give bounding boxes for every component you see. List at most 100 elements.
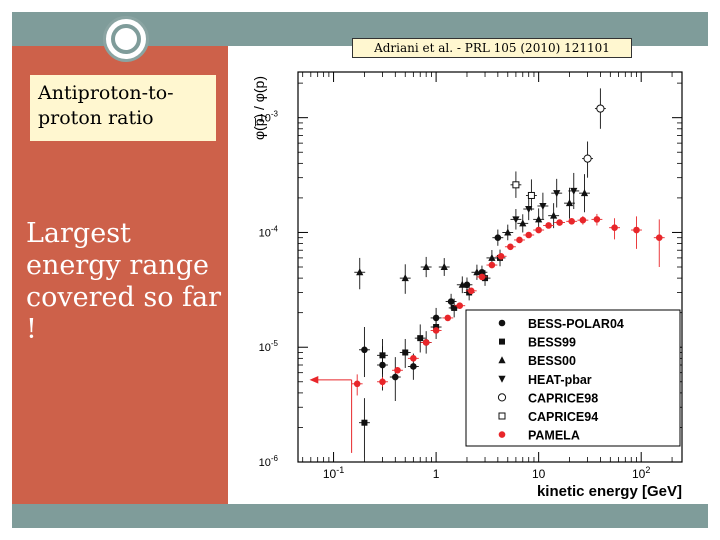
data-point [473, 268, 481, 276]
data-point [579, 216, 587, 224]
data-point [512, 216, 520, 224]
y-tick-label: 10-5 [259, 339, 279, 354]
data-point [353, 380, 361, 388]
legend-label: BESS99 [528, 336, 576, 350]
data-point [497, 252, 505, 260]
upper-limit-annotation [309, 376, 353, 453]
x-axis-label: kinetic energy [GeV] [537, 483, 682, 500]
legend-marker [498, 356, 506, 364]
legend-label: BESS-POLAR04 [528, 317, 624, 331]
legend-marker [498, 375, 506, 383]
x-tick-label: 10 [532, 467, 546, 481]
legend-entry: PAMELA [498, 429, 580, 443]
data-point [451, 304, 458, 311]
data-point [394, 366, 401, 374]
data-point [379, 378, 386, 386]
legend-label: PAMELA [528, 429, 580, 443]
data-point [570, 187, 578, 195]
data-point [444, 314, 452, 322]
legend-entry: CAPRICE94 [498, 410, 598, 424]
data-point [550, 211, 558, 219]
x-tick-label: 102 [632, 465, 650, 481]
slide-subtitle: Antiproton-to-proton ratio [30, 75, 216, 141]
legend-label: CAPRICE98 [528, 391, 598, 405]
data-point [402, 349, 409, 356]
data-point [494, 234, 502, 242]
data-point [356, 268, 364, 276]
data-point [516, 236, 523, 244]
data-point [467, 287, 475, 295]
data-point [391, 373, 399, 381]
legend-marker [499, 338, 505, 345]
data-point [488, 261, 496, 269]
data-point [433, 324, 440, 331]
data-point [527, 191, 535, 199]
data-point [401, 274, 409, 282]
data-point [568, 218, 575, 225]
data-point [417, 335, 424, 342]
data-point [512, 181, 520, 189]
data-point [580, 189, 589, 197]
reference-citation: Adriani et al. - PRL 105 (2010) 121101 [352, 38, 632, 58]
data-point [410, 363, 417, 370]
series-caprice98 [582, 88, 606, 178]
legend-marker [498, 431, 506, 438]
data-point [553, 190, 561, 198]
data-point [525, 231, 533, 239]
data-point [633, 226, 640, 234]
data-point [519, 219, 527, 227]
slide-ring-ornament [103, 16, 149, 62]
slide-body-text: Largest energy range covered so far ! [26, 218, 222, 345]
data-point [545, 222, 552, 229]
legend-marker [498, 412, 506, 420]
data-point [583, 154, 592, 163]
legend-entry: CAPRICE98 [497, 391, 598, 405]
bottom-band [12, 504, 708, 528]
series-caprice94 [510, 171, 537, 211]
data-point [361, 419, 368, 426]
data-point [556, 219, 563, 226]
series-pamela [351, 213, 665, 396]
series-bess00 [354, 174, 590, 294]
data-point [593, 216, 601, 223]
x-tick-label: 1 [433, 467, 440, 481]
annotation-arrowhead [309, 376, 319, 384]
y-axis-label: φ(p̅) / φ(p) [251, 76, 267, 140]
data-point [596, 104, 605, 113]
legend-entry: HEAT-pbar [498, 373, 592, 387]
data-point [447, 298, 455, 305]
legend-label: BESS00 [528, 354, 576, 368]
data-point [611, 224, 618, 231]
data-point [458, 280, 466, 288]
x-tick-label: 10-1 [323, 465, 344, 481]
data-point [478, 273, 486, 281]
data-point [422, 263, 430, 270]
data-point [535, 215, 543, 223]
data-point [507, 243, 514, 251]
y-tick-label: 10-6 [259, 454, 279, 469]
y-tick-label: 10-4 [259, 224, 279, 239]
data-point [539, 202, 547, 210]
legend-marker [498, 319, 506, 327]
series-heat-pbar [510, 172, 580, 230]
data-point [504, 228, 512, 236]
data-point [410, 355, 417, 362]
series-bess-polar04 [358, 229, 504, 401]
data-point [456, 302, 464, 310]
data-point [379, 352, 386, 359]
legend-label: CAPRICE94 [528, 410, 598, 424]
data-point [482, 275, 489, 282]
legend-label: HEAT-pbar [528, 373, 592, 387]
data-point [535, 226, 542, 234]
data-point [361, 346, 368, 354]
data-point [488, 253, 496, 261]
data-point [440, 263, 448, 270]
legend-entry: BESS00 [498, 354, 576, 368]
data-point [655, 234, 663, 242]
legend-entry: BESS99 [499, 336, 576, 350]
legend-marker [497, 393, 507, 402]
legend-entry: BESS-POLAR04 [498, 317, 624, 331]
data-point [432, 327, 440, 334]
data-point [565, 199, 574, 207]
